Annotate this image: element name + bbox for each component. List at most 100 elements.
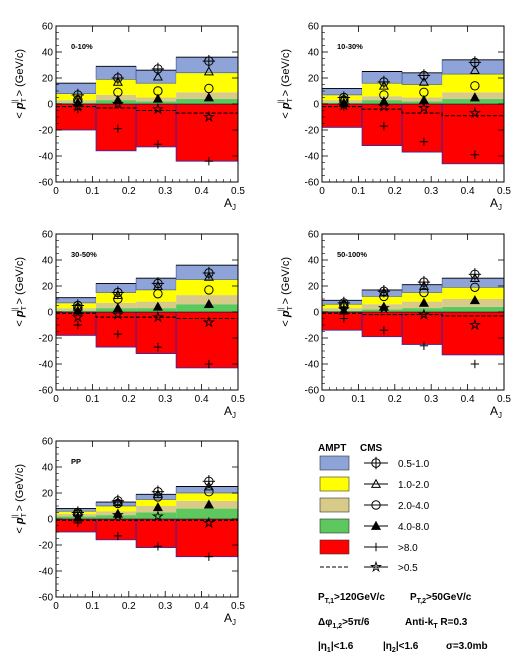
legend-label: >8.0 — [398, 543, 418, 554]
cms-point-triangle-filled-tri — [203, 92, 214, 102]
cms-point-star-star — [202, 316, 215, 328]
legend: AMPT CMS 0.5-1.0 1.0-2.0 2.0-4.0 4.0-8.0 >8.0 >… — [318, 443, 488, 654]
cms-point-plus — [419, 137, 429, 146]
cms-point-plus — [113, 124, 123, 133]
cms-point-circle-open-circ — [204, 487, 214, 497]
y-tick-label: -40 — [39, 152, 54, 163]
cms-point-triangle-filled — [203, 92, 214, 102]
legend-swatch — [319, 497, 350, 513]
cms-point-triangle-open — [203, 66, 214, 76]
legend-cms-header: CMS — [360, 443, 383, 454]
cms-point-triangle-filled — [112, 302, 123, 312]
cms-point-triangle-open-tri — [469, 64, 480, 75]
cms-point-star — [468, 106, 481, 119]
cms-point-plus — [204, 552, 214, 561]
x-tick-label: 0.4 — [195, 601, 209, 612]
x-tick-label: 0 — [53, 601, 59, 612]
cms-point-plus — [204, 359, 214, 369]
y-tick-label: 40 — [42, 256, 54, 267]
cms-point-triangle-open — [469, 272, 480, 283]
cms-point-triangle-open-tri — [152, 489, 163, 499]
legend-swatch — [319, 476, 350, 492]
cms-point-circle-open-circ — [419, 287, 429, 298]
x-tick-label: 0.4 — [461, 186, 475, 197]
y-tick-label: -60 — [305, 386, 320, 397]
y-axis-title: < pT|| > (GeV/c) — [12, 257, 28, 327]
cms-point-star — [377, 301, 390, 314]
y-tick-label: -20 — [305, 126, 320, 137]
bar-1.0-2.0 — [96, 79, 137, 95]
panel-label: 30-50% — [71, 250, 97, 259]
bar-2.0-4.0 — [362, 96, 403, 101]
cms-point-star — [111, 97, 124, 110]
y-tick-label: 20 — [308, 282, 320, 293]
bar-0.5-1.0 — [175, 264, 239, 280]
bar-1.0-2.0 — [442, 287, 504, 299]
x-tick-label: 0 — [53, 186, 59, 197]
y-tick-label: 0 — [47, 308, 53, 319]
y-tick-label: 60 — [42, 437, 54, 448]
x-tick-label: 0.4 — [461, 394, 475, 405]
cms-point-triangle-open — [418, 280, 429, 290]
legend-label: 2.0-4.0 — [398, 501, 430, 512]
cms-point-circle-open-circ — [153, 492, 163, 502]
bar-4.0-8.0 — [402, 308, 443, 312]
legend-cut-pt2: PT,2>50GeV/c — [410, 592, 472, 605]
cms-point-triangle-open — [112, 289, 123, 299]
cms-point-triangle-open — [418, 76, 429, 86]
x-tick-label: 0.1 — [85, 601, 99, 612]
legend-ampt-header: AMPT — [318, 443, 346, 454]
x-tick-label: 0.1 — [351, 186, 365, 197]
bar-1.0-2.0 — [402, 292, 443, 302]
bar-1.0-2.0 — [136, 289, 177, 302]
y-tick-label: 60 — [42, 230, 54, 241]
cms-point-plus — [113, 329, 123, 339]
cms-point-triangle-filled-tri — [112, 302, 123, 312]
cms-point-star — [337, 303, 350, 315]
bar-1.0-2.0 — [402, 84, 443, 98]
legend-marker-plus — [371, 542, 381, 552]
x-tick-label: 0.1 — [85, 394, 99, 405]
bar-4.0-8.0 — [176, 98, 238, 104]
cms-point-star — [111, 508, 124, 521]
legend-cut-eta1: |η1|<1.6 — [318, 641, 354, 654]
legend-cut-sigma: σ=3.0mb — [446, 641, 488, 652]
x-tick-label: 0.3 — [158, 601, 172, 612]
cms-point-star — [468, 318, 481, 331]
cms-point-star — [337, 98, 350, 111]
x-tick-label: 0.3 — [424, 394, 438, 405]
cms-point-star — [202, 316, 215, 328]
bar-0.5-1.0 — [55, 82, 97, 94]
cms-point-circle-open — [419, 287, 429, 298]
cms-point-plus — [153, 342, 163, 352]
legend-marker-circle-open — [371, 500, 381, 510]
cms-point-triangle-open-tri — [112, 76, 123, 86]
cms-point-star-star — [468, 318, 481, 331]
legend-entry: >0.5 — [320, 560, 418, 574]
bar-2.0-4.0 — [96, 302, 137, 309]
y-tick-label: 20 — [42, 489, 54, 500]
cms-point-triangle-open-tri — [378, 80, 389, 90]
legend-entry: 2.0-4.0 — [319, 497, 430, 513]
bar-2.0-4.0 — [96, 94, 137, 101]
cms-point-cross-circle — [151, 485, 165, 498]
cms-point-star — [202, 516, 215, 529]
bar-1.0-2.0 — [96, 506, 137, 512]
cms-point-star-star — [377, 100, 390, 112]
bar-4.0-8.0 — [136, 512, 177, 519]
bar-1.0-2.0 — [322, 304, 363, 309]
y-tick-label: 40 — [308, 48, 320, 59]
cms-point-star-star — [337, 303, 350, 315]
dashed-total-line — [322, 106, 504, 117]
dashed-total-line — [56, 106, 238, 114]
bar-1.0-2.0 — [136, 499, 177, 506]
cms-point-circle-open — [204, 285, 214, 295]
bar-0.5-1.0 — [95, 66, 137, 80]
cms-point-circle-open — [153, 492, 163, 502]
y-tick-label: -40 — [305, 152, 320, 163]
x-tick-label: 0.5 — [231, 601, 245, 612]
cms-point-star — [71, 310, 84, 323]
cms-point-circle-open-circ — [113, 498, 123, 509]
legend-label: >0.5 — [398, 563, 418, 574]
cms-point-triangle-open — [378, 80, 389, 90]
